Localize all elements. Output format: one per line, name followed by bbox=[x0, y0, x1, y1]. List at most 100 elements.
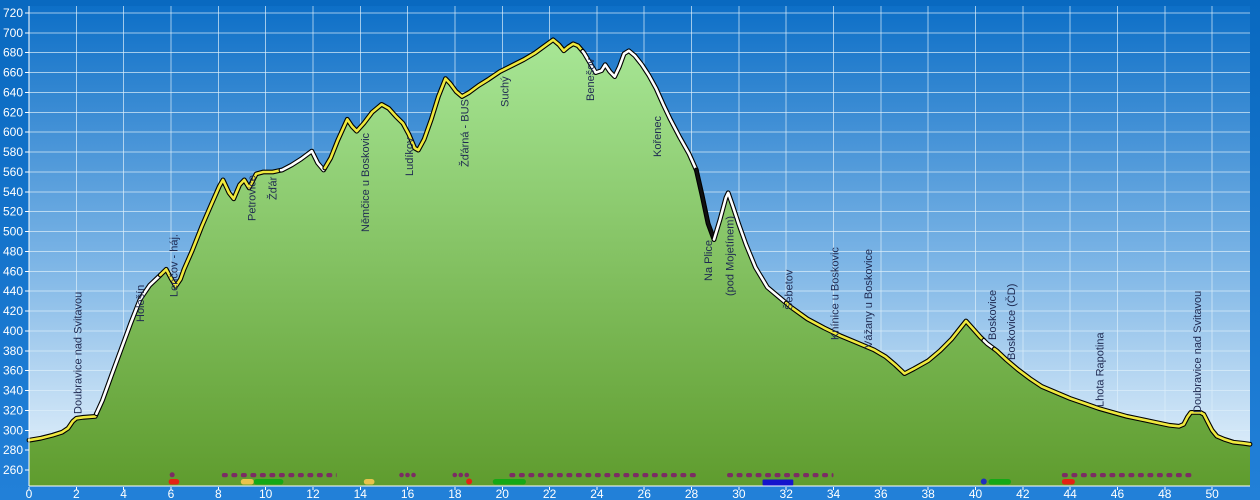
y-tick-label: 340 bbox=[3, 384, 23, 398]
marker-purple-dash bbox=[670, 473, 677, 478]
marker-purple-dash bbox=[680, 473, 687, 478]
place-label: Doubravice nad Svitavou bbox=[73, 292, 85, 414]
x-tick-label: 14 bbox=[354, 487, 368, 500]
marker-purple-dash bbox=[1071, 473, 1078, 478]
marker-purple-dash bbox=[240, 473, 247, 478]
marker-purple-dash bbox=[774, 473, 781, 478]
marker-purple-dash bbox=[812, 473, 819, 478]
place-label: Lenčov - háj. bbox=[168, 234, 180, 297]
place-labels: Doubravice nad Svitavou Holešín Lenčov - h… bbox=[73, 58, 1204, 414]
marker-purple-dash bbox=[528, 473, 535, 478]
x-tick-label: 10 bbox=[259, 487, 273, 500]
y-tick-label: 400 bbox=[3, 324, 23, 338]
place-label: Knínice u Boskovic bbox=[830, 247, 842, 340]
route-line-segment-white bbox=[712, 191, 788, 305]
y-tick-label: 420 bbox=[3, 304, 23, 318]
place-label: Holešín bbox=[135, 285, 147, 322]
route-line-segment-white bbox=[581, 49, 698, 172]
place-label: (pod Mojetínem) bbox=[724, 216, 736, 296]
y-tick-label: 720 bbox=[3, 6, 23, 20]
marker-purple-dash bbox=[278, 473, 285, 478]
marker-purple-dash bbox=[259, 473, 266, 478]
y-tick-label: 540 bbox=[3, 185, 23, 199]
route-line-segment-yellow bbox=[323, 38, 584, 170]
marker-purple-dash bbox=[316, 473, 323, 478]
place-label: Šebetov bbox=[783, 269, 796, 310]
marker-purple-dash bbox=[803, 473, 810, 478]
marker-purple-dash bbox=[793, 473, 800, 478]
marker-purple-dash bbox=[661, 473, 668, 478]
x-tick-label: 18 bbox=[448, 487, 462, 500]
marker-amber-segment bbox=[240, 479, 254, 485]
x-tick-label: 34 bbox=[827, 487, 841, 500]
marker-green-segment bbox=[253, 479, 284, 485]
place-label: Žďár bbox=[267, 176, 280, 200]
marker-purple-dash bbox=[1166, 473, 1173, 478]
marker-purple-dash bbox=[1109, 473, 1116, 478]
marker-purple-dash bbox=[288, 473, 295, 478]
x-tick-label: 16 bbox=[401, 487, 415, 500]
marker-purple-dash bbox=[585, 473, 592, 478]
y-tick-label: 520 bbox=[3, 205, 23, 219]
place-label: Vážany u Boskovice bbox=[863, 249, 875, 348]
marker-purple-dash bbox=[755, 473, 762, 478]
marker-navy-bar bbox=[762, 479, 794, 486]
x-tick-label: 4 bbox=[120, 487, 127, 500]
route-line-segment-yellow bbox=[993, 347, 1252, 446]
marker-purple-dash bbox=[509, 473, 516, 478]
marker-purple-dash bbox=[689, 473, 696, 478]
marker-purple-dash bbox=[1128, 473, 1135, 478]
x-tick-label: 8 bbox=[215, 487, 222, 500]
x-tick-label: 48 bbox=[1158, 487, 1172, 500]
x-tick-label: 26 bbox=[638, 487, 652, 500]
place-label: Lhota Rapotina bbox=[1095, 332, 1107, 407]
route-line-segment-white bbox=[95, 273, 162, 415]
x-tick-label: 30 bbox=[732, 487, 746, 500]
place-label: Doubravice nad Svitavou bbox=[1192, 291, 1204, 413]
marker-purple-dot bbox=[411, 472, 416, 478]
place-label: Na Plice bbox=[703, 240, 715, 281]
marker-purple-dash bbox=[335, 473, 337, 478]
marker-purple-dash bbox=[1090, 473, 1097, 478]
x-tick-label: 0 bbox=[26, 487, 33, 500]
marker-purple-dash bbox=[269, 473, 276, 478]
marker-green-segment bbox=[492, 479, 526, 485]
y-tick-label: 660 bbox=[3, 66, 23, 80]
route-line-segment-white bbox=[982, 339, 996, 351]
marker-purple-dot bbox=[464, 472, 470, 478]
y-tick-label: 380 bbox=[3, 344, 23, 358]
route-line bbox=[26, 37, 1253, 447]
marker-purple-dot bbox=[458, 472, 464, 478]
marker-purple-dash bbox=[537, 473, 544, 478]
marker-purple-dot bbox=[399, 472, 404, 478]
marker-purple-dash bbox=[250, 473, 257, 478]
place-label: Ludíkov bbox=[404, 137, 416, 176]
axes bbox=[28, 6, 1250, 487]
marker-purple-dash bbox=[326, 473, 333, 478]
x-tick-label: 36 bbox=[874, 487, 888, 500]
route-markers bbox=[168, 472, 1192, 486]
marker-purple-dash bbox=[651, 473, 658, 478]
marker-purple-dash bbox=[642, 473, 649, 478]
x-tick-label: 46 bbox=[1111, 487, 1125, 500]
route-line-segment-yellow bbox=[784, 301, 986, 375]
x-tick-label: 38 bbox=[922, 487, 936, 500]
marker-purple-dash bbox=[518, 473, 525, 478]
place-label: Petrovice bbox=[246, 175, 258, 221]
y-tick-label: 500 bbox=[3, 225, 23, 239]
marker-purple-dash bbox=[727, 473, 734, 478]
x-tick-label: 20 bbox=[496, 487, 510, 500]
marker-purple-dash bbox=[1118, 473, 1125, 478]
x-tick-label: 22 bbox=[543, 487, 557, 500]
marker-purple-dash bbox=[1080, 473, 1087, 478]
y-tick-label: 280 bbox=[3, 443, 23, 457]
x-tick-label: 28 bbox=[685, 487, 699, 500]
marker-purple-dash bbox=[307, 473, 314, 478]
marker-purple-dash bbox=[297, 473, 304, 478]
marker-purple-dash bbox=[1099, 473, 1106, 478]
marker-red-dot bbox=[466, 478, 473, 485]
marker-amber-segment bbox=[363, 479, 375, 485]
x-tick-label: 6 bbox=[168, 487, 175, 500]
marker-purple-dash bbox=[547, 473, 554, 478]
